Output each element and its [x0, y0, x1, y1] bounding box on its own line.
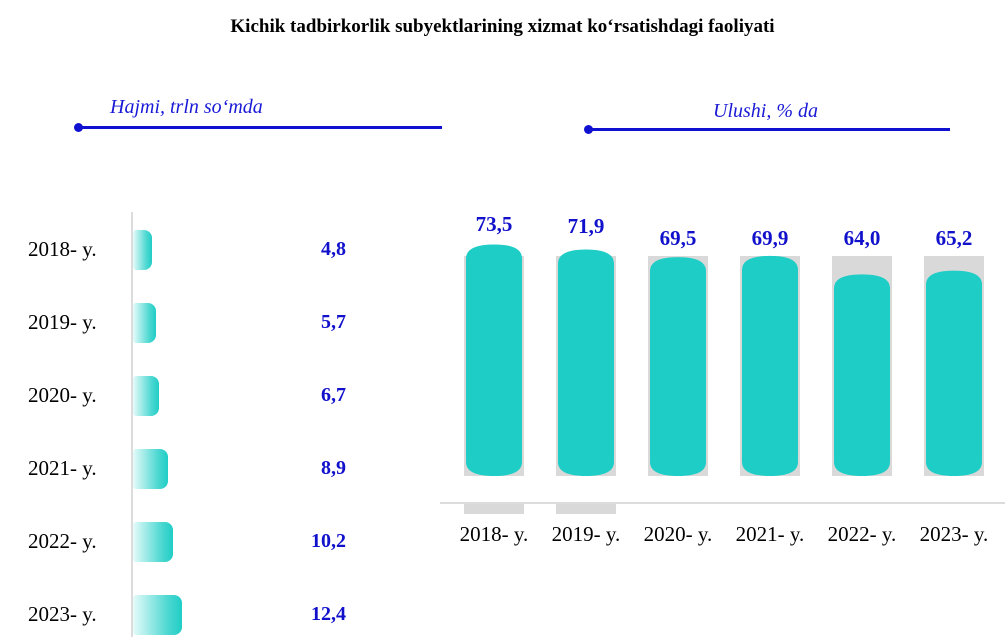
share-value-label: 71,9	[567, 214, 605, 238]
volume-category-label: 2018- y.	[28, 237, 97, 261]
right-subtitle: Ulushi, % da	[713, 100, 818, 122]
share-category-label: 2022- y.	[827, 522, 897, 546]
share-bar	[558, 249, 614, 476]
volume-value-label: 10,2	[311, 530, 346, 552]
share-bar-chart	[440, 244, 1005, 514]
share-bar	[834, 274, 890, 476]
volume-category-label: 2020- y.	[28, 383, 97, 407]
volume-category-label: 2021- y.	[28, 456, 97, 480]
volume-category-label: 2022- y.	[28, 529, 97, 553]
volume-value-label: 6,7	[321, 384, 346, 406]
share-value-label: 73,5	[475, 212, 513, 236]
share-category-label: 2021- y.	[735, 522, 805, 546]
share-value-label: 65,2	[935, 226, 973, 250]
chart-title: Kichik tadbirkorlik subyektlarining xizm…	[230, 16, 775, 37]
right-subtitle-rule	[584, 125, 950, 134]
left-subtitle: Hajmi, trln so‘mda	[110, 96, 263, 118]
share-bar-stub	[556, 504, 616, 514]
share-category-label: 2020- y.	[643, 522, 713, 546]
volume-value-label: 5,7	[321, 311, 346, 333]
volume-value-label: 8,9	[321, 457, 346, 479]
volume-bar	[133, 230, 152, 270]
volume-axis-line	[131, 212, 133, 637]
volume-bar	[133, 303, 156, 343]
rule-dot-icon	[74, 123, 83, 132]
volume-category-label: 2019- y.	[28, 310, 97, 334]
share-category-label: 2023- y.	[919, 522, 989, 546]
share-bar-stub	[464, 504, 524, 514]
left-subtitle-rule	[74, 123, 442, 132]
share-bar	[466, 244, 522, 476]
share-category-label: 2019- y.	[551, 522, 621, 546]
share-bar	[650, 257, 706, 476]
share-bar	[742, 255, 798, 476]
share-bar	[926, 270, 982, 476]
volume-category-label: 2023- y.	[28, 602, 97, 626]
share-category-label: 2018- y.	[459, 522, 529, 546]
share-value-label: 69,5	[659, 226, 697, 250]
volume-bar	[133, 449, 168, 489]
volume-bar	[133, 376, 159, 416]
volume-value-label: 12,4	[311, 603, 346, 625]
rule-dot-icon	[584, 125, 593, 134]
share-value-label: 64,0	[843, 226, 881, 250]
volume-bar	[133, 595, 182, 635]
share-value-label: 69,9	[751, 226, 789, 250]
volume-bar	[133, 522, 173, 562]
volume-value-label: 4,8	[321, 238, 346, 260]
